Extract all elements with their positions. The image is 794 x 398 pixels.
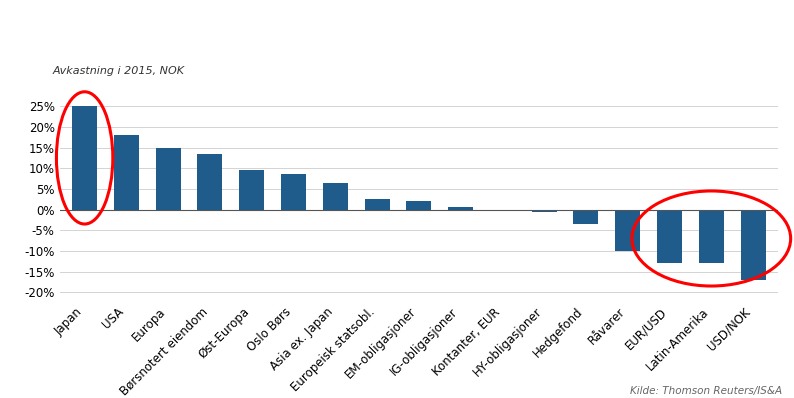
Bar xyxy=(239,170,264,210)
Bar xyxy=(114,135,139,210)
Text: Best: DM, ledet av Japan: Best: DM, ledet av Japan xyxy=(10,20,259,38)
Bar xyxy=(364,199,390,210)
Bar xyxy=(699,210,724,263)
Bar xyxy=(615,210,640,251)
Text: Kilde: Thomson Reuters/IS&A: Kilde: Thomson Reuters/IS&A xyxy=(630,386,782,396)
Bar xyxy=(657,210,682,263)
Bar xyxy=(322,183,348,210)
Bar xyxy=(281,174,306,210)
Bar xyxy=(573,210,599,224)
Bar xyxy=(407,201,431,210)
Bar xyxy=(198,154,222,210)
Bar xyxy=(532,210,557,212)
Bar xyxy=(741,210,765,280)
Text: Avkastning i 2015, NOK: Avkastning i 2015, NOK xyxy=(52,66,184,76)
Bar xyxy=(448,207,473,210)
Text: Verst: Råvarer og Latin-Amerika: Verst: Råvarer og Latin-Amerika xyxy=(10,59,335,79)
Bar xyxy=(156,148,181,210)
Bar xyxy=(72,106,97,210)
